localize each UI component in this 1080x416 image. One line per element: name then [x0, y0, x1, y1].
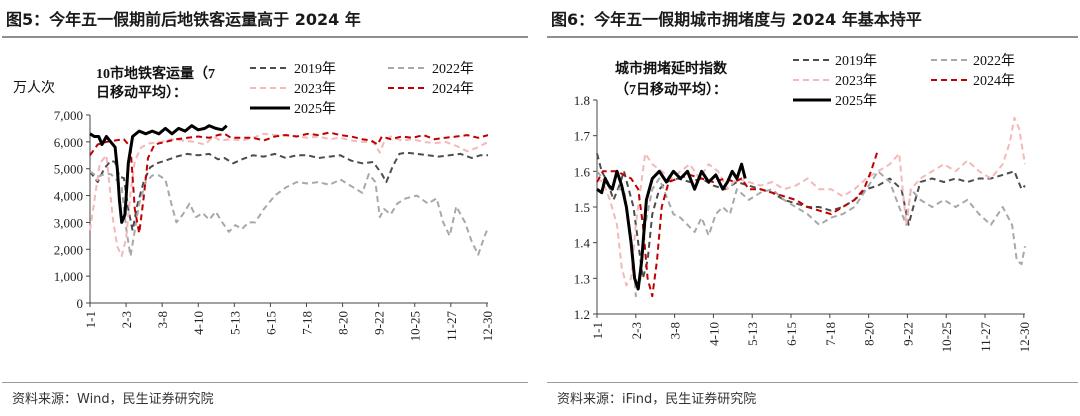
- congestion-index-chart: 1.2 1.3 1.4 1.5 1.6 1.7 1.8 1-1 2-3 3-8 4-10 5-13 6-…: [574, 53, 1032, 352]
- legend-label: 2022年: [973, 53, 1015, 69]
- x-tick-label: 6-15: [784, 322, 799, 346]
- legend-label: 2025年: [294, 101, 336, 117]
- x-tick-label: 8-20: [862, 322, 877, 346]
- x-tick-label: 3-8: [155, 311, 170, 328]
- series-line-2019年: [596, 153, 1026, 280]
- x-tick-label: 4-10: [191, 311, 206, 335]
- series-line-2025年: [89, 124, 228, 224]
- y-tick-label: 1.7: [574, 129, 591, 144]
- y-tick-label: 1.6: [574, 164, 591, 179]
- legend-label: 2024年: [973, 73, 1015, 89]
- x-tick-label: 2-3: [119, 311, 134, 328]
- x-tick-label: 6-15: [263, 311, 278, 335]
- figure-5-panel: 图5：今年五一假期前后地铁客运量高于 2024 年 0 1,000 2,000 3,0…: [0, 0, 530, 416]
- figure-title: 图6：今年五一假期城市拥堵度与 2024 年基本持平: [551, 10, 922, 29]
- source-rule: [547, 382, 1078, 383]
- x-tick-label: 7-18: [299, 311, 314, 335]
- x-tick-label: 9-22: [372, 311, 387, 335]
- y-tick-label: 0: [77, 296, 84, 311]
- legend-label: 2024年: [432, 81, 474, 97]
- series-line-2025年: [596, 162, 747, 291]
- x-tick-label: 10-25: [408, 311, 423, 341]
- subway-ridership-chart: 0 1,000 2,000 3,000 4,000 5,000 6,000 7,000 1-1 2…: [13, 61, 495, 341]
- y-tick-label: 1,000: [54, 269, 83, 284]
- x-tick-label: 3-8: [668, 322, 683, 339]
- x-tick-label: 5-13: [745, 322, 760, 346]
- y-tick-label: 1.3: [574, 271, 590, 286]
- x-tick-label: 2-3: [629, 322, 644, 339]
- x-tick-label: 1-1: [83, 311, 98, 328]
- legend-label: 2025年: [835, 93, 877, 109]
- chart-title-line: 城市拥堵延时指数: [615, 60, 728, 77]
- legend-label: 2022年: [432, 61, 474, 77]
- series-line-2023年: [596, 116, 1026, 287]
- x-tick-label: 11-27: [978, 322, 993, 352]
- legend-label: 2019年: [835, 53, 877, 69]
- title-rule: [2, 36, 528, 38]
- series-line-2022年: [596, 170, 1026, 298]
- x-tick-label: 1-1: [590, 322, 605, 339]
- y-tick-label: 2,000: [54, 242, 83, 257]
- x-tick-label: 9-22: [900, 322, 915, 346]
- legend-label: 2019年: [294, 61, 336, 77]
- chart-title-line: （7日移动平均）：: [615, 81, 727, 98]
- x-tick-label: 4-10: [706, 322, 721, 346]
- source-rule: [2, 382, 528, 383]
- x-tick-label: 8-20: [336, 311, 351, 335]
- title-rule: [547, 36, 1078, 38]
- x-tick-label: 12-30: [480, 311, 495, 341]
- figure-6-panel: 图6：今年五一假期城市拥堵度与 2024 年基本持平 1.2 1.3 1.4 1.5 1…: [545, 0, 1080, 416]
- series-line-2023年: [89, 132, 489, 257]
- y-tick-label: 1.5: [574, 200, 590, 215]
- y-axis-label: 万人次: [13, 80, 55, 96]
- x-tick-label: 10-25: [939, 322, 954, 352]
- legend-label: 2023年: [835, 73, 877, 89]
- x-tick-label: 11-27: [444, 311, 459, 341]
- figure-title: 图5：今年五一假期前后地铁客运量高于 2024 年: [6, 10, 361, 29]
- y-tick-label: 1.2: [574, 307, 590, 322]
- source-note: 资料来源：Wind，民生证券研究院: [12, 392, 214, 407]
- y-tick-label: 7,000: [54, 108, 83, 123]
- y-tick-label: 1.4: [574, 236, 591, 251]
- y-tick-label: 1.8: [574, 93, 590, 108]
- chart-title-line: 10市地铁客运量（7: [96, 65, 215, 82]
- x-tick-label: 12-30: [1017, 322, 1032, 352]
- series-line-2024年: [596, 149, 879, 298]
- y-tick-label: 3,000: [54, 215, 83, 230]
- series-line-2024年: [89, 131, 489, 235]
- y-tick-label: 4,000: [54, 189, 83, 204]
- legend-label: 2023年: [294, 81, 336, 97]
- chart-title-line: 日移动平均）：: [96, 84, 187, 101]
- series-line-2022年: [89, 170, 489, 257]
- y-tick-label: 6,000: [54, 135, 83, 150]
- source-note: 资料来源：iFind，民生证券研究院: [557, 392, 757, 407]
- x-tick-label: 5-13: [227, 311, 242, 335]
- x-tick-label: 7-18: [823, 322, 838, 346]
- y-tick-label: 5,000: [54, 162, 83, 177]
- series-line-2019年: [89, 151, 488, 232]
